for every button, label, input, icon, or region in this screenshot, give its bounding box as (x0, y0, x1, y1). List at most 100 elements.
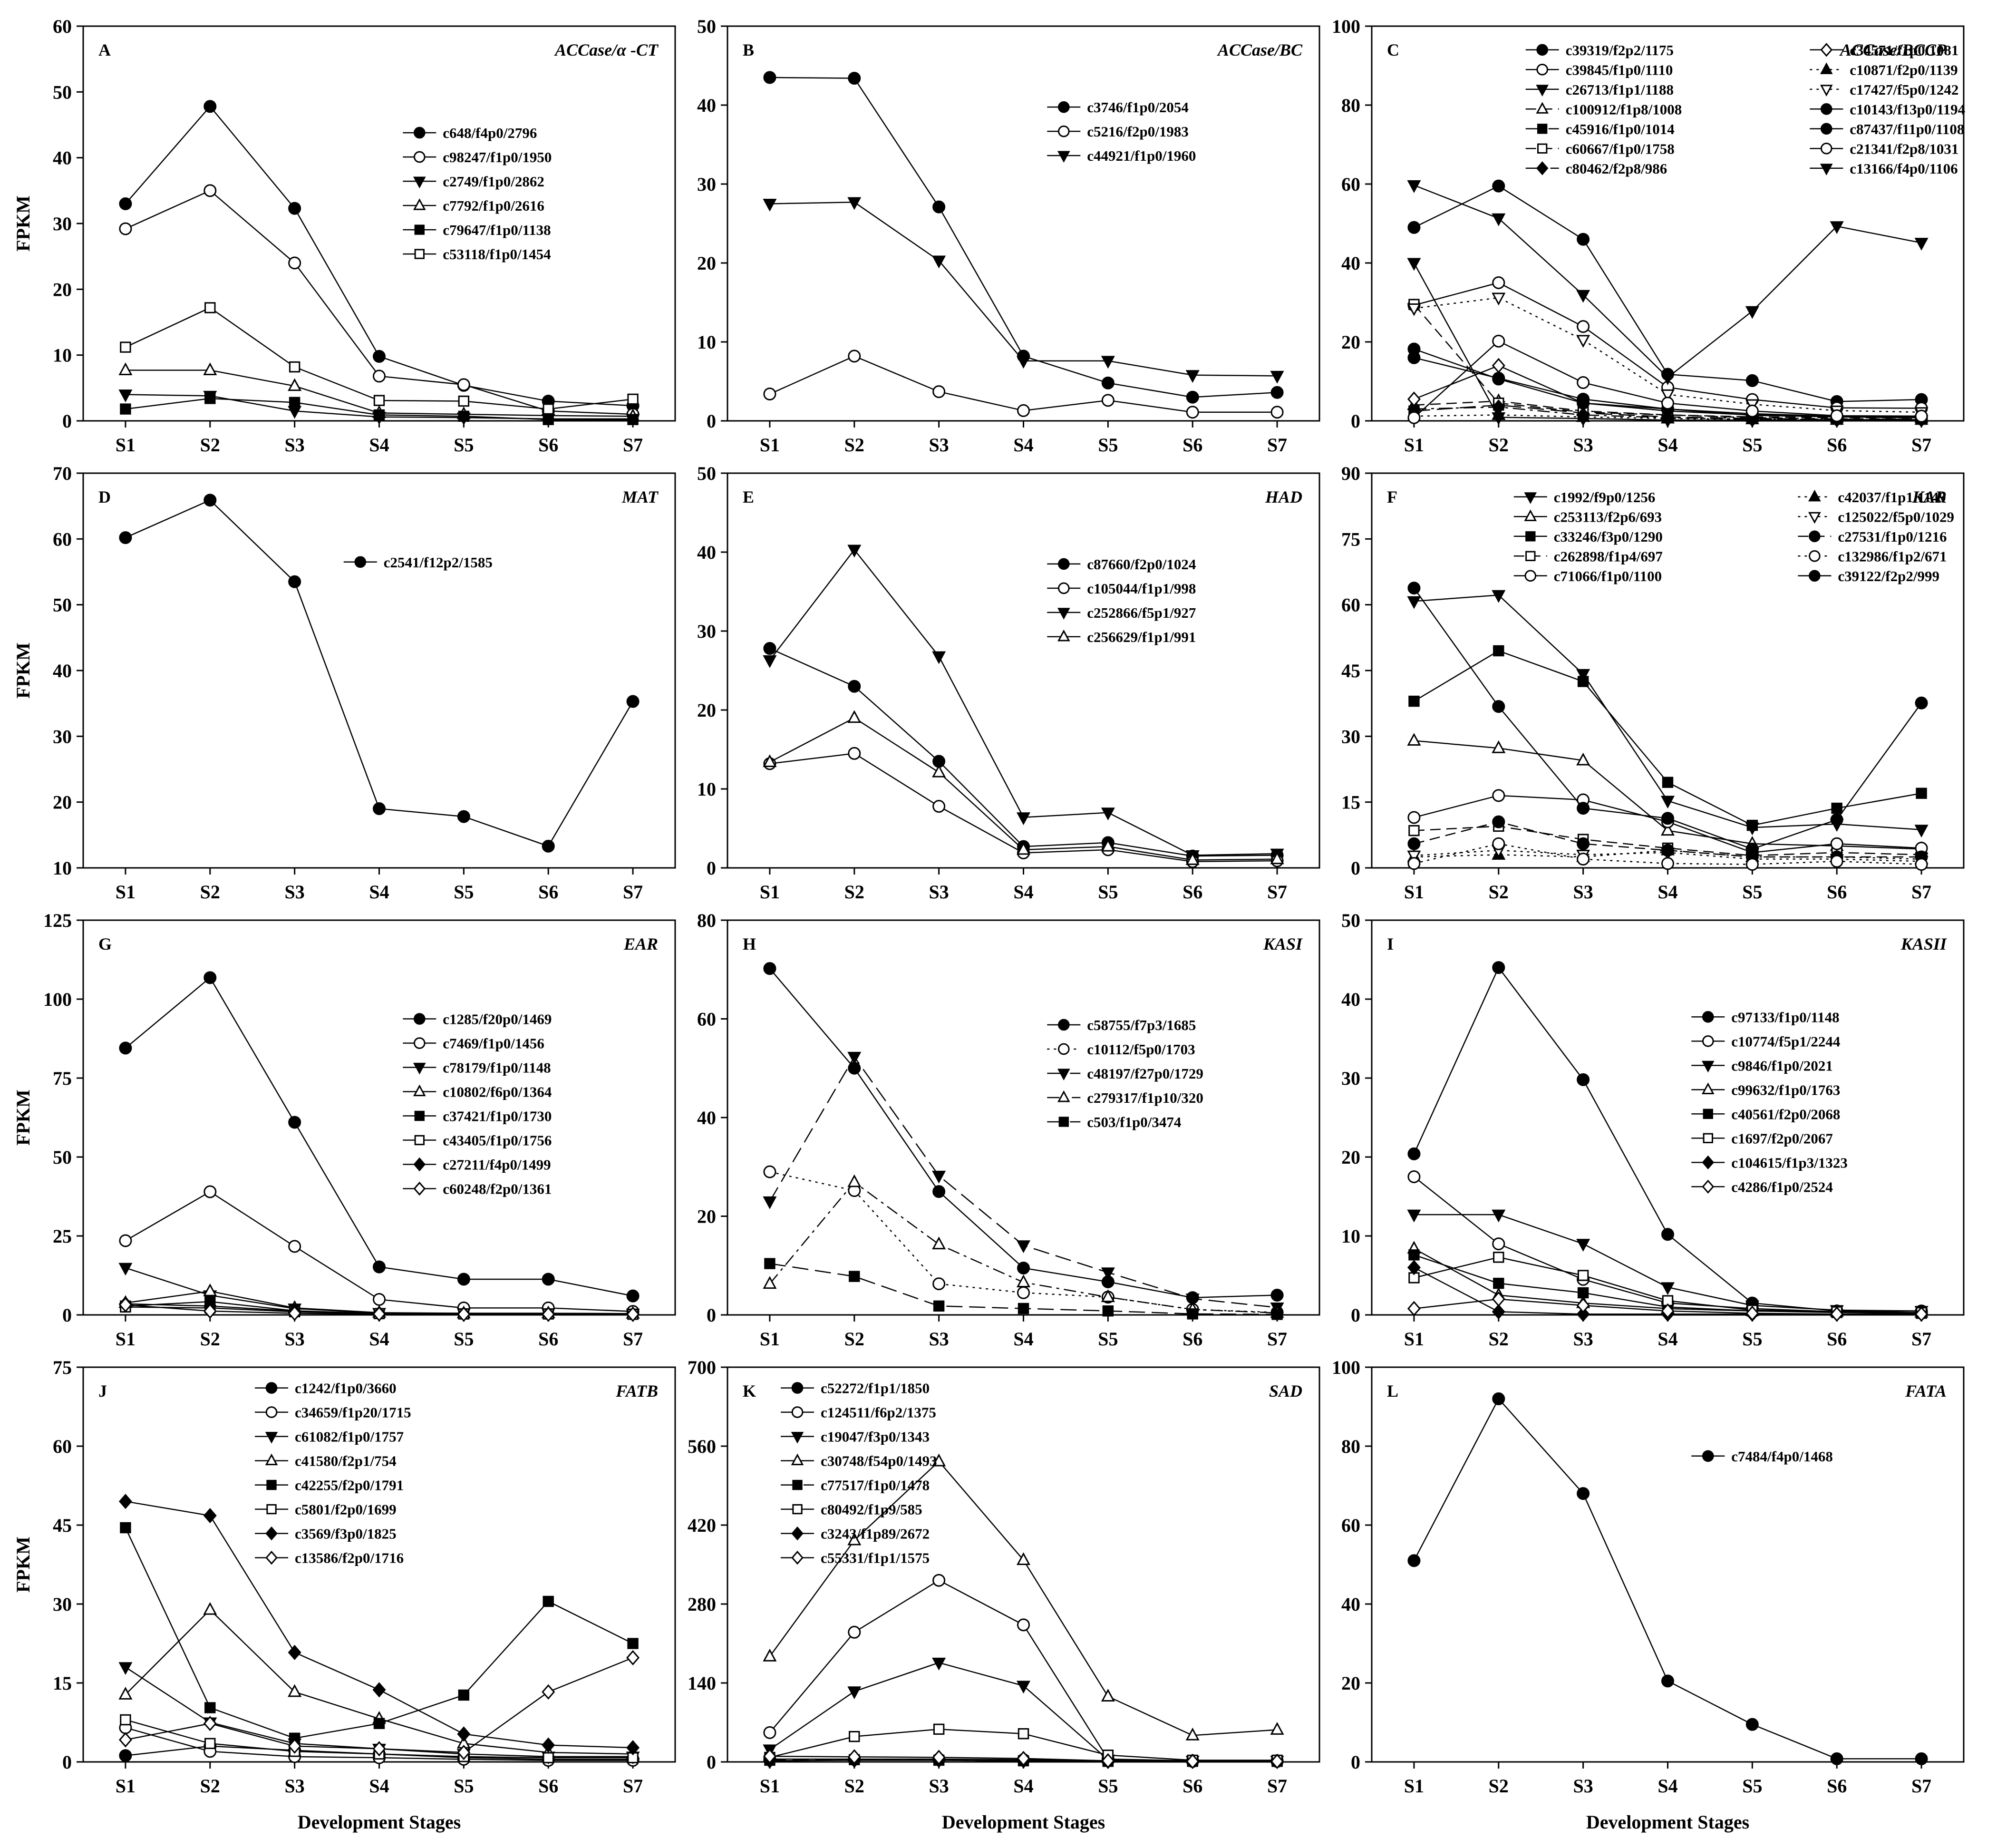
legend-item: c252866/f5p1/927 (1047, 604, 1196, 621)
legend-label: c21341/f2p8/1031 (1850, 140, 1958, 157)
x-tick-label: S4 (1013, 434, 1033, 456)
data-point (203, 1303, 217, 1319)
y-tick-label: 75 (53, 1357, 72, 1378)
data-point (1493, 1252, 1504, 1263)
data-point (932, 1750, 946, 1765)
data-point (1745, 404, 1759, 418)
data-point (1270, 386, 1284, 399)
legend-item: c7469/f1p0/1456 (403, 1035, 544, 1052)
data-point (1016, 842, 1031, 855)
legend-marker (791, 1550, 804, 1565)
x-tick-label: S1 (1404, 1775, 1424, 1797)
legend: c7484/f4p0/1468 (1691, 1448, 1833, 1465)
y-tick-label: 40 (697, 1107, 716, 1128)
y-tick-label: 10 (1341, 1225, 1360, 1247)
legend-label: c262898/f1p4/697 (1554, 548, 1663, 564)
data-point (118, 1297, 132, 1313)
series-c30748/f54p0/1493 (763, 1453, 1284, 1741)
series-line (1413, 1398, 1922, 1760)
panel-d: 10 20 30 40 50 60 70 S1 S2 S3 S4 S5 S6 S7 FPKM D MAT c254… (12, 463, 676, 903)
series-c3569/f3p0/1825 (118, 1494, 640, 1756)
y-tick-label: 80 (1341, 1436, 1360, 1457)
data-point (932, 255, 946, 269)
data-point (932, 800, 946, 813)
legend-marker (414, 1013, 426, 1025)
data-point (1660, 1282, 1675, 1295)
legend-marker (1058, 1117, 1069, 1127)
legend-marker (791, 1431, 804, 1444)
x-tick-label: S7 (1911, 1775, 1931, 1797)
legend-marker (1702, 1450, 1714, 1462)
data-point (1576, 290, 1590, 303)
legend-item: c27211/f4p0/1499 (403, 1157, 551, 1173)
data-point (288, 575, 301, 588)
data-point (1577, 837, 1590, 850)
y-tick-label: 560 (688, 1436, 716, 1457)
legend-item: c98247/f1p0/1950 (403, 149, 552, 165)
data-point (1016, 1552, 1031, 1566)
data-point (1492, 1392, 1505, 1405)
x-tick-label: S3 (929, 1328, 949, 1350)
legend-marker (1820, 43, 1833, 57)
panel-letter: H (743, 934, 756, 953)
x-tick-label: S1 (116, 1775, 136, 1797)
data-point (119, 1234, 132, 1247)
data-point (763, 642, 776, 655)
data-point (1407, 351, 1421, 364)
legend-marker (414, 1037, 426, 1049)
legend-label: c99632/f1p0/1763 (1731, 1081, 1840, 1098)
data-point (373, 395, 385, 406)
legend-marker (266, 1504, 277, 1515)
data-point (932, 1236, 946, 1250)
legend-marker (1057, 151, 1070, 163)
legend-label: c3569/f3p0/1825 (295, 1526, 397, 1542)
data-point (118, 389, 133, 403)
legend: c1242/f1p0/3660 c34659/f1p20/1715 c61082/f… (255, 1380, 411, 1566)
x-tick-label: S1 (760, 1328, 780, 1350)
data-point (1830, 813, 1843, 827)
data-point (1492, 1304, 1505, 1320)
series-line (125, 499, 634, 847)
y-tick-label: 70 (53, 463, 72, 484)
x-tick-label: S2 (200, 1328, 220, 1350)
x-tick-label: S4 (369, 1775, 389, 1797)
legend-marker (1820, 62, 1833, 74)
legend-item: c10774/f5p1/2244 (1691, 1033, 1840, 1050)
data-point (1407, 1147, 1421, 1160)
legend-marker (1809, 570, 1821, 582)
series-line (769, 717, 1278, 861)
data-point (848, 72, 861, 85)
legend-item: c279317/f1p10/320 (1047, 1089, 1203, 1106)
legend-label: c44921/f1p0/1960 (1087, 147, 1196, 164)
legend-item: c39319/f2p2/1175 (1525, 42, 1674, 58)
legend-label: c43405/f1p0/1756 (443, 1132, 552, 1149)
data-point (1830, 855, 1843, 868)
legend-item: c3569/f3p0/1825 (255, 1526, 397, 1542)
y-tick-label: 45 (1341, 660, 1360, 681)
legend-label: c10802/f6p0/1364 (443, 1084, 552, 1100)
legend-item: c58755/f7p3/1685 (1047, 1017, 1196, 1033)
data-point (932, 1574, 946, 1587)
legend-item: c253113/f2p6/693 (1513, 508, 1662, 525)
data-point (849, 1271, 860, 1282)
panel-letter: I (1387, 934, 1394, 953)
data-point (1492, 815, 1505, 828)
x-tick-label: S1 (760, 1775, 780, 1797)
data-point (1661, 812, 1674, 825)
y-tick-label: 40 (697, 95, 716, 116)
series-c252866/f5p1/927 (763, 545, 1284, 863)
data-point (1492, 700, 1505, 713)
legend-label: c27211/f4p0/1499 (443, 1157, 551, 1173)
y-tick-label: 10 (697, 331, 716, 353)
series-c42255/f2p0/1791 (120, 1522, 639, 1744)
y-tick-label: 0 (1351, 1751, 1360, 1773)
data-point (1576, 1297, 1590, 1313)
legend-marker (1809, 530, 1821, 543)
y-tick-label: 100 (1332, 1357, 1360, 1378)
legend-item: c5801/f2p0/1699 (255, 1501, 397, 1518)
data-point (373, 1260, 386, 1274)
legend-marker (1537, 143, 1548, 154)
data-point (1186, 406, 1199, 419)
x-tick-label: S5 (1742, 1775, 1762, 1797)
y-tick-label: 50 (53, 1147, 72, 1168)
